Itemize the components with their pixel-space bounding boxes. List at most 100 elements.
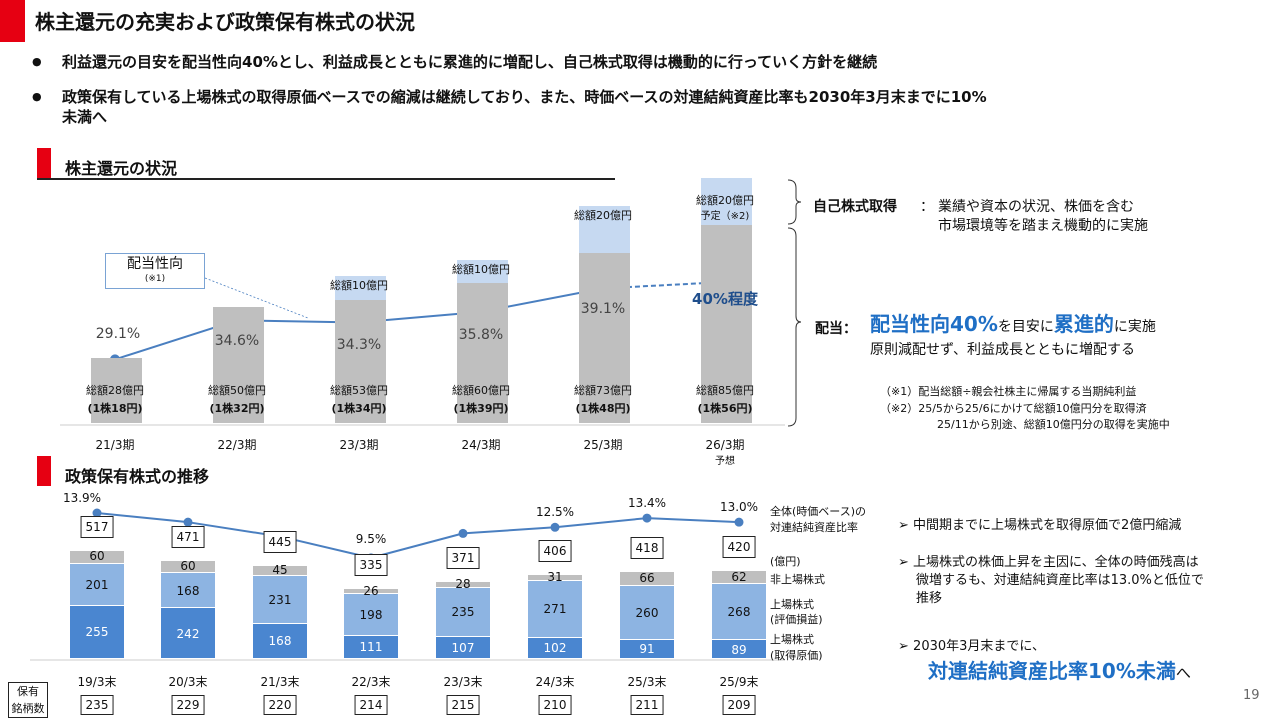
target-highlight: 対連結純資産比率10%未満へ (928, 655, 1191, 684)
ratio-line-segment (370, 532, 464, 559)
note-2: （※2）25/5から25/6にかけて総額10億円分を取得済 (880, 402, 1147, 415)
listed-cost-label: 89 (731, 642, 747, 657)
arrow-icon: ➢ (898, 555, 909, 570)
point-text: 推移 (916, 591, 943, 606)
ratio-line-segment (554, 517, 648, 529)
listed-cost-label: 91 (639, 642, 655, 657)
total-label: 517 (80, 516, 114, 539)
x-tick-label: 24/3末 (535, 675, 575, 689)
listed-gain-bar (161, 573, 215, 608)
dividend-bar (457, 283, 508, 423)
buyback-label: 総額20億円 (574, 209, 632, 223)
listed-gain-bar (70, 563, 124, 605)
total-label: 420 (722, 536, 756, 559)
buyback-text: 市場環境等を踏まえ機動的に実施 (938, 218, 1148, 234)
ratio-point (642, 513, 652, 523)
callout-note: (※1) (144, 274, 166, 284)
holdings-count: 210 (538, 695, 572, 715)
section-accent (37, 456, 51, 486)
section-title-shareholder-returns: 株主還元の状況 (65, 159, 178, 178)
x-tick-label: 22/3期 (217, 438, 257, 452)
payout-label: 34.3% (336, 337, 382, 354)
payout-ratio-callout: 配当性向 (※1) (105, 253, 205, 289)
holdings-label-box: 保有 銘柄数 (8, 682, 48, 718)
listed-cost-label: 168 (268, 634, 292, 649)
note-2-cont: 25/11から別途、総額10億円分の取得を実施中 (937, 418, 1170, 431)
listed-cost-bar (528, 637, 582, 658)
payout-label: 39.1% (580, 301, 626, 318)
unlisted-bar (528, 574, 582, 581)
dividend-per-share-label: (1株39円) (453, 402, 509, 415)
dividend-per-share-label: (1株18円) (87, 402, 143, 415)
listed-cost-bar (344, 635, 398, 658)
unlisted-label: 31 (547, 569, 563, 584)
buyback-sublabel: 予定（※2) (700, 211, 750, 223)
buyback-label: 総額20億円 (696, 194, 754, 208)
unlisted-label: 28 (455, 576, 471, 591)
unlisted-bar (436, 581, 490, 587)
x-tick-label: 21/3末 (260, 675, 300, 689)
listed-cost-bar (620, 639, 674, 658)
brace-dividend (787, 227, 802, 427)
dividend-highlight: 累進的 (1053, 312, 1114, 336)
buyback-bar (579, 206, 630, 253)
listed-cost-bar (253, 623, 307, 658)
payout-label: 29.1% (95, 326, 141, 343)
listed-cost-label: 242 (176, 626, 200, 641)
listed-gain-bar (620, 585, 674, 639)
listed-cost-bar (712, 640, 766, 658)
x-tick-label: 20/3末 (168, 675, 208, 689)
dividend-bar (579, 252, 630, 423)
legend-ratio: 対連結純資産比率 (770, 521, 858, 534)
ratio-point (183, 517, 193, 527)
legend-listed-cost: 上場株式 (770, 633, 814, 646)
holdings-count: 235 (80, 695, 114, 715)
buyback-title: 自己株式取得 (813, 199, 897, 215)
point-2: ➢ 上場株式の株価上昇を主因に、全体の時価残高は 微増するも、対連結純資産比率は1… (898, 554, 1204, 608)
unlisted-label: 26 (363, 583, 379, 598)
ratio-point (458, 528, 468, 538)
listed-cost-label: 107 (451, 640, 475, 655)
page-title: 株主還元の充実および政策保有株式の状況 (35, 10, 415, 34)
bullet-text: 利益還元の目安を配当性向40%とし、利益成長とともに累進的に増配し、自己株式取得… (62, 53, 878, 71)
note-1: （※1）配当総額÷親会社株主に帰属する当期純利益 (880, 385, 1137, 398)
point-3: ➢ 2030年3月末までに、 (898, 635, 1045, 654)
listed-gain-label: 168 (176, 583, 200, 598)
point-text: 中間期までに上場株式を取得原価で2億円縮減 (913, 518, 1182, 533)
dividend-total-label: 総額50億円 (208, 384, 266, 397)
x-tick-label: 21/3期 (95, 438, 135, 452)
unlisted-bar (620, 571, 674, 585)
ratio-point (734, 517, 744, 527)
ratio-label: 9.5% (355, 531, 387, 546)
legend-listed-cost: (取得原価) (770, 649, 823, 662)
brace-buyback (787, 179, 802, 225)
dividend-title: 配当： (815, 321, 857, 337)
arrow-icon: ➢ (898, 639, 909, 654)
listed-gain-label: 260 (635, 605, 659, 620)
unlisted-label: 60 (89, 549, 105, 564)
listed-gain-label: 268 (727, 605, 751, 620)
listed-gain-bar (712, 584, 766, 640)
ratio-label: 13.9% (62, 491, 102, 505)
callout-leader (204, 277, 309, 319)
unlisted-label: 62 (731, 569, 747, 584)
bullet-dot-icon: ● (32, 90, 42, 103)
point-text: 上場株式の株価上昇を主因に、全体の時価残高は (913, 555, 1199, 570)
listed-gain-label: 198 (359, 608, 383, 623)
holdings-count: 211 (630, 695, 664, 715)
dividend-per-share-label: (1株56円) (697, 402, 753, 415)
x-tick-label: 24/3期 (461, 438, 501, 452)
total-label: 418 (630, 536, 664, 559)
bullet-text-cont: 未満へ (62, 108, 108, 126)
buyback-label: 総額10億円 (330, 279, 388, 293)
callout-title: 配当性向 (127, 256, 183, 272)
total-label: 445 (263, 531, 297, 554)
holdings-count: 209 (722, 695, 756, 715)
dividend-bar (91, 357, 142, 423)
payout-label: 35.8% (458, 326, 504, 343)
buyback-bar (701, 178, 752, 225)
target-text: 対連結純資産比率10%未満 (928, 659, 1176, 683)
listed-cost-label: 111 (359, 640, 383, 655)
colon: ： (920, 199, 934, 215)
listed-gain-label: 201 (85, 577, 109, 592)
